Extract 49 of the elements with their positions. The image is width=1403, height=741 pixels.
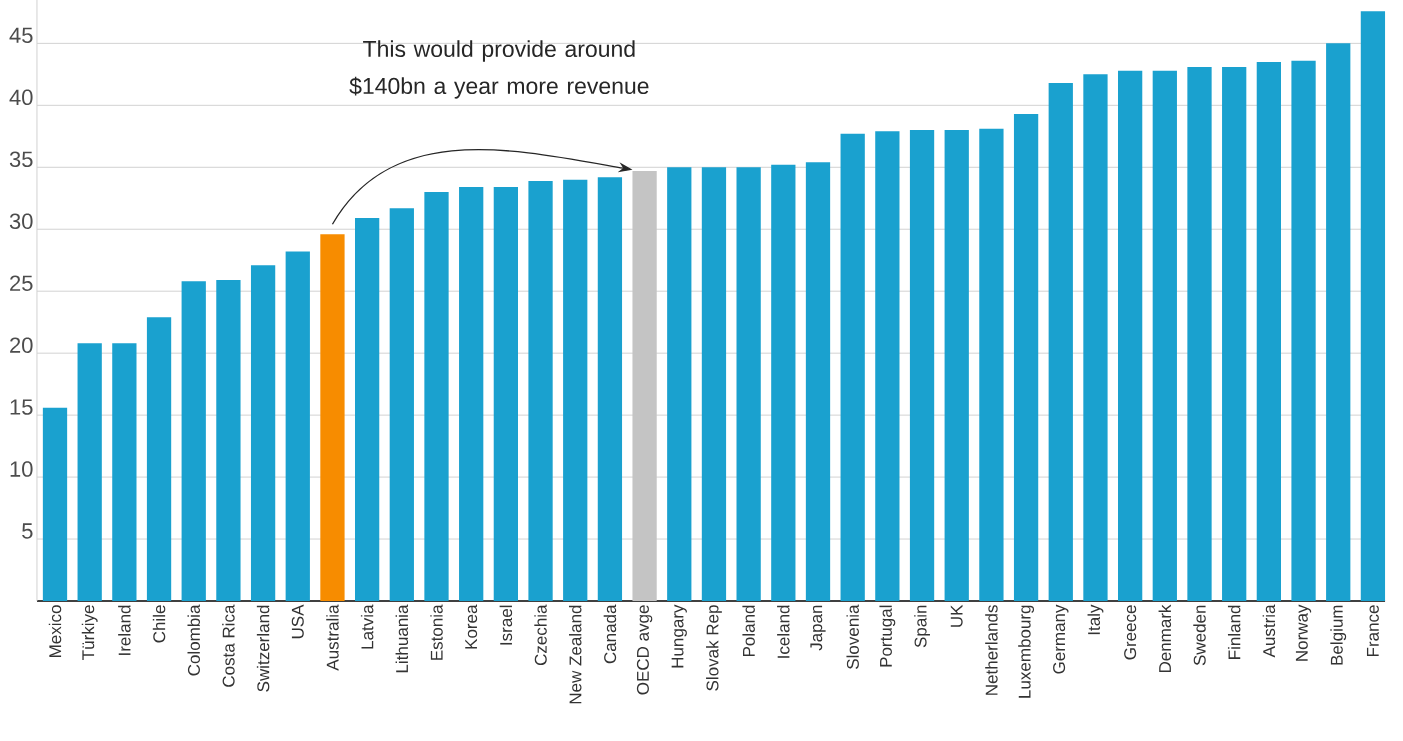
y-tick-label: 25: [10, 275, 33, 291]
x-tick-label: Lithuania: [395, 604, 409, 673]
x-tick-label: Chile: [152, 605, 166, 643]
x-tick-label: Latvia: [360, 604, 374, 649]
y-tick-label: 10: [10, 461, 33, 477]
x-tick-label: Austria: [1262, 604, 1276, 658]
x-tick-label: USA: [291, 604, 304, 639]
x-tick-label: Norway: [1295, 604, 1312, 661]
x-tick-label: Mexico: [48, 605, 62, 657]
x-tick-label: Australia: [326, 604, 339, 671]
x-tick-label: UK: [950, 604, 963, 627]
y-tick-label: 15: [10, 399, 33, 415]
y-tick-label: 35: [9, 151, 33, 168]
x-tick-label: Korea: [465, 604, 478, 649]
x-tick-label: Canada: [603, 604, 617, 664]
x-tick-label: New Zealand: [568, 605, 582, 704]
x-tick-label: Costa Rica: [222, 604, 235, 687]
x-tick-label: Slovak Rep: [706, 605, 722, 691]
x-tick-label: Sweden: [1193, 605, 1206, 666]
x-tick-label: France: [1366, 605, 1379, 657]
x-tick-label: Italy: [1087, 604, 1104, 635]
x-tick-label: Estonia: [430, 604, 443, 660]
x-tick-label: Poland: [742, 605, 755, 657]
x-tick-label: Denmark: [1158, 604, 1172, 673]
x-tick-label: Czechia: [534, 604, 547, 666]
x-tick-label: Netherlands: [985, 605, 998, 695]
x-tick-label: Slovenia: [846, 604, 859, 669]
x-tick-label: Switzerland: [256, 605, 270, 692]
y-tick-label: 30: [9, 213, 33, 230]
x-tick-label: Türkiye: [81, 605, 98, 660]
x-tick-label: Portugal: [879, 605, 896, 667]
y-tick-label: 45: [9, 27, 33, 44]
x-tick-label: Ireland: [118, 605, 131, 655]
y-tick-label: 5: [22, 523, 33, 539]
x-tick-label: Finland: [1227, 605, 1241, 659]
x-tick-label: Greece: [1124, 605, 1137, 660]
x-tick-label: Hungary: [671, 604, 687, 668]
x-tick-label: Luxembourg: [1018, 605, 1035, 698]
x-tick-label: Belgium: [1330, 605, 1347, 665]
x-tick-label: OECD avge: [636, 605, 653, 695]
x-tick-label: Germany: [1053, 604, 1069, 674]
x-tick-label: Spain: [914, 605, 930, 648]
x-tick-label: Japan: [810, 605, 826, 651]
x-tick-label: Iceland: [777, 605, 790, 658]
x-tick-label: Israel: [499, 605, 513, 645]
annotation: This would provide around $140bn a year more revenue: [349, 40, 649, 99]
x-tick-label: Colombia: [187, 604, 200, 676]
y-tick-label: 20: [10, 337, 33, 353]
y-tick-label: 40: [9, 89, 33, 106]
